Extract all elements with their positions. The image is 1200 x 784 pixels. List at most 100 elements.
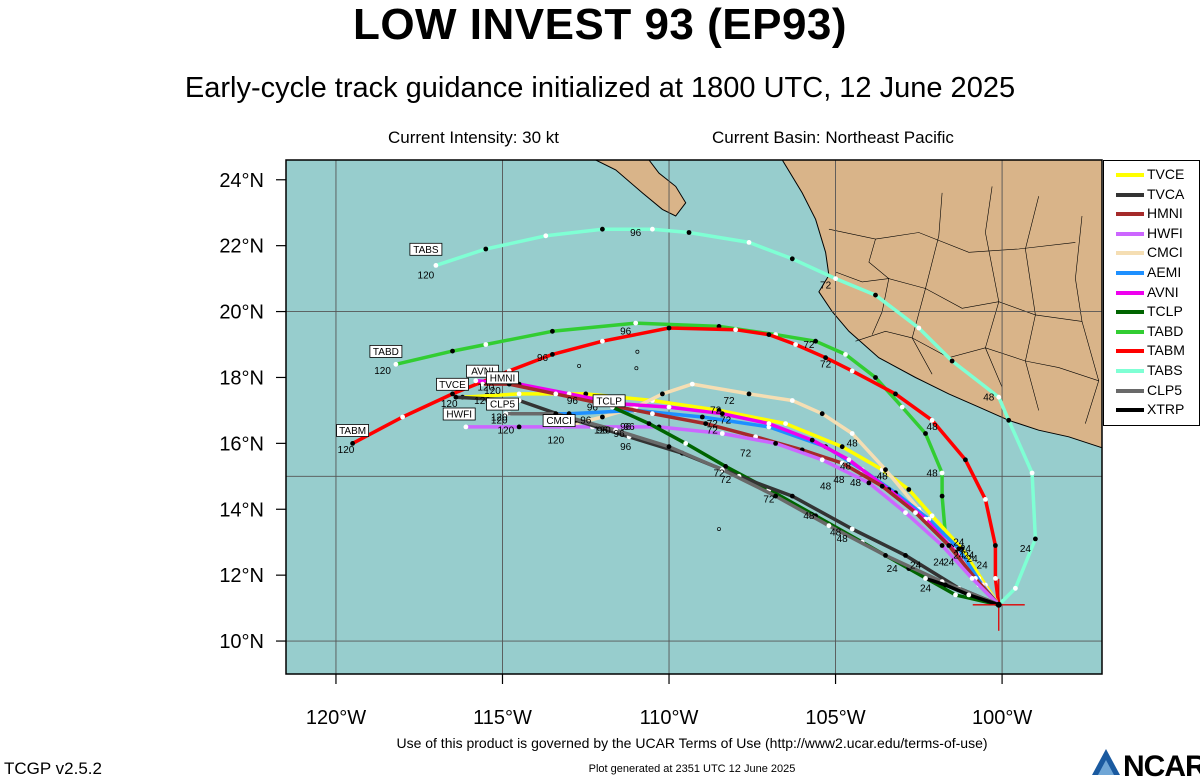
forecast-hour-label: 48 [803,511,815,522]
generated-timestamp: Plot generated at 2351 UTC 12 June 2025 [588,763,796,775]
lon-tick-label: 120°W [306,707,366,729]
track-point [906,487,912,492]
track-point [789,256,795,262]
track-point [819,457,825,463]
track-point [483,246,489,252]
legend-swatch [1116,192,1144,197]
track-point [699,414,705,420]
track-end-label: AVNI [471,367,494,378]
track-point [666,325,672,331]
track-end-label-box [592,394,626,408]
legend-item-xtrp: XTRP [1104,400,1199,418]
legend-swatch [1116,408,1144,413]
forecast-hour-label: 120 [547,435,564,446]
track-point [473,378,479,384]
forecast-hour-label: 24 [933,557,945,568]
legend-item-avni: AVNI [1104,283,1199,301]
island-shape [635,349,640,354]
current-basin: Current Basin: Northeast Pacific [712,128,954,147]
lon-tick-label: 105°W [805,707,865,729]
track-point [719,431,725,436]
state-border-line [911,192,943,375]
lat-tick-label: 16°N [219,433,264,455]
track-point [733,327,738,333]
track-point [789,398,795,403]
latitude-ticks: 24°N 22°N 20°N 18°N 16°N 14°N 12°N 10°N [219,170,286,653]
track-point [839,444,845,450]
forecast-hour-label: 24 [910,561,922,572]
forecast-hour-label: 120 [474,396,491,407]
lat-tick-label: 20°N [219,302,264,324]
track-line-xtrp [923,576,1001,607]
track-end-label-box [336,424,370,437]
track-point [789,493,795,499]
version-label: TCGP v2.5.2 [4,759,102,778]
forecast-hour-label: 120 [594,426,611,437]
state-border-line [828,228,1076,253]
forecast-hour-label: 72 [720,475,732,486]
track-point [746,240,752,245]
track-end-label-box [409,242,443,256]
forecast-hour-label: 72 [707,426,719,437]
track-end-label: CMCI [546,416,572,427]
state-border-line [1025,196,1039,411]
track-point [843,352,848,357]
track-point [913,510,918,515]
track-point [923,576,928,581]
forecast-hour-label: 96 [587,402,599,413]
track-point [689,381,695,387]
track-point [809,437,815,443]
forecast-hour-label: 72 [803,340,815,351]
track-line-clp5 [504,411,1001,607]
state-borders [828,186,1100,424]
forecast-hour-label: 96 [630,228,642,239]
legend-swatch [1116,310,1144,315]
forecast-hour-label: 72 [707,419,719,430]
track-point [923,431,928,436]
legend-item-aemi: AEMI [1104,263,1199,281]
track-point [550,352,555,357]
track-point [849,368,855,374]
track-point [883,553,888,558]
track-point [450,348,455,354]
legend-label: CMCI [1147,244,1183,261]
forecast-hour-label: 24 [963,551,975,562]
track-point [686,230,692,235]
forecast-hour-label: 120 [418,271,435,282]
forecast-hour-label: 120 [484,386,501,397]
track-point [929,513,935,519]
legend-item-tabm: TABM [1104,341,1199,359]
track-point [943,582,948,588]
track-point [963,457,968,463]
forecast-hour-label: 120 [441,399,458,410]
track-point [453,394,459,400]
track-point [966,592,972,598]
forecast-hour-label: 120 [491,416,508,427]
track-point [503,411,509,417]
legend-item-clp5: CLP5 [1104,381,1199,399]
state-border-line [855,330,1099,382]
track-end-label: TABS [413,245,439,256]
forecast-hour-label: 48 [927,468,939,479]
lat-tick-label: 14°N [219,499,264,521]
track-point [993,576,998,581]
storm-center [995,601,1002,608]
chart-title: LOW INVEST 93 (EP93) [352,0,848,49]
model-tracks [350,226,1038,607]
legend-swatch [1116,212,1144,217]
legend-item-tabd: TABD [1104,322,1199,340]
track-point [450,391,455,397]
forecast-hour-label: 48 [847,439,859,450]
track-point [633,320,639,326]
track-point [766,421,772,426]
track-point [646,421,652,426]
grid-lines [286,160,1102,674]
track-point [600,226,605,232]
island-shape [577,363,582,368]
track-end-label-box [369,344,403,358]
forecast-hour-label: 48 [927,422,939,433]
state-border-line [985,186,1003,388]
terms-of-use: Use of this product is governed by the U… [396,735,988,751]
track-point [1006,417,1012,423]
